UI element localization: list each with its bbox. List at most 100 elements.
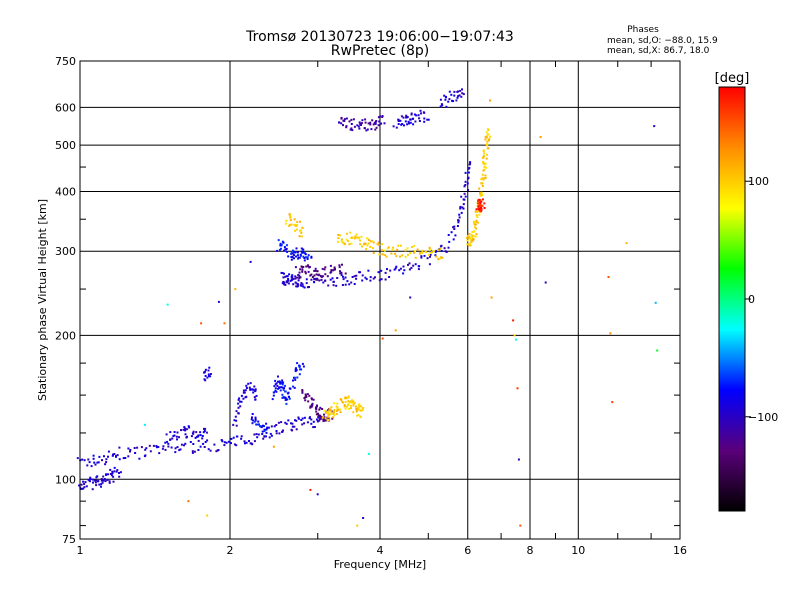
- data-point: [263, 435, 266, 438]
- data-point: [448, 98, 451, 101]
- data-point: [236, 435, 239, 438]
- colorbar-ticks: 100 0 −100: [745, 175, 778, 424]
- data-point: [305, 395, 308, 398]
- data-point: [324, 417, 327, 420]
- data-point: [340, 117, 343, 120]
- data-point: [460, 211, 463, 214]
- data-point: [386, 268, 388, 271]
- data-point: [313, 269, 316, 272]
- data-point: [203, 430, 206, 432]
- data-point: [407, 120, 410, 123]
- data-point: [355, 233, 358, 236]
- data-point: [208, 366, 211, 369]
- data-point: [313, 274, 316, 277]
- data-point: [286, 281, 289, 284]
- data-point: [460, 195, 463, 198]
- data-point: [185, 436, 188, 439]
- data-point: [282, 396, 285, 399]
- data-point: [302, 266, 305, 268]
- data-point: [296, 285, 299, 288]
- data-point: [254, 388, 257, 391]
- data-point: [293, 386, 296, 389]
- data-point: [223, 322, 226, 325]
- data-point: [415, 114, 418, 117]
- data-point: [281, 282, 284, 285]
- data-point: [479, 194, 482, 197]
- y-tick-label: 200: [55, 329, 76, 342]
- stats-line-x: mean, sd,X: 86.7, 18.0: [607, 46, 710, 56]
- chart-subtitle: RwPretec (8p): [331, 43, 429, 59]
- data-point: [328, 413, 331, 416]
- data-point: [341, 241, 344, 244]
- data-point: [301, 423, 304, 426]
- data-point: [311, 402, 314, 405]
- data-point: [363, 242, 366, 245]
- data-point: [317, 414, 320, 417]
- data-point: [282, 276, 285, 279]
- data-point: [279, 381, 282, 384]
- data-point: [164, 448, 167, 451]
- data-point: [359, 416, 362, 419]
- data-point: [345, 238, 348, 241]
- data-point: [418, 120, 421, 122]
- data-point: [390, 252, 393, 255]
- data-point: [441, 104, 444, 107]
- data-point: [257, 423, 260, 426]
- data-point: [474, 226, 476, 229]
- data-point: [331, 277, 334, 280]
- data-point: [315, 405, 318, 408]
- data-point: [193, 450, 196, 453]
- data-point: [470, 239, 473, 242]
- data-point: [303, 416, 306, 419]
- data-point: [361, 407, 364, 410]
- data-point: [348, 401, 351, 403]
- data-point: [484, 162, 487, 165]
- data-point: [108, 481, 111, 484]
- data-point: [445, 105, 448, 108]
- data-point: [293, 257, 295, 260]
- data-point: [409, 252, 412, 254]
- data-point: [343, 405, 346, 408]
- x-tick-label: 1: [77, 544, 84, 557]
- data-point: [654, 301, 657, 304]
- data-point: [306, 286, 309, 289]
- data-point: [403, 269, 406, 272]
- stats-heading: Phases: [627, 25, 659, 35]
- data-point: [512, 319, 515, 322]
- data-point: [84, 481, 87, 484]
- data-point: [439, 98, 442, 101]
- data-point: [78, 484, 81, 487]
- data-point: [459, 207, 462, 210]
- data-point: [477, 208, 480, 211]
- data-point: [295, 228, 298, 231]
- data-point: [406, 116, 409, 118]
- data-point: [166, 303, 169, 306]
- data-point: [306, 258, 309, 260]
- data-point: [408, 122, 410, 125]
- data-point: [300, 231, 303, 234]
- data-point: [88, 461, 91, 464]
- data-point: [306, 256, 309, 259]
- data-point: [355, 277, 358, 280]
- data-point: [207, 373, 210, 376]
- data-point: [185, 428, 188, 431]
- data-point: [480, 192, 483, 195]
- data-point: [227, 440, 230, 443]
- data-point: [371, 240, 374, 243]
- data-point: [343, 243, 346, 246]
- data-point: [460, 95, 463, 98]
- data-point: [254, 390, 257, 393]
- data-point: [322, 418, 325, 421]
- data-point: [277, 239, 280, 242]
- data-point: [347, 396, 350, 399]
- data-point: [262, 424, 264, 427]
- data-point: [262, 437, 265, 440]
- data-point: [351, 276, 354, 278]
- data-point: [308, 286, 310, 288]
- data-point: [315, 418, 318, 421]
- data-point: [377, 124, 380, 127]
- data-point: [458, 213, 461, 216]
- data-point: [341, 263, 343, 266]
- data-point: [402, 265, 405, 268]
- data-point: [400, 115, 403, 118]
